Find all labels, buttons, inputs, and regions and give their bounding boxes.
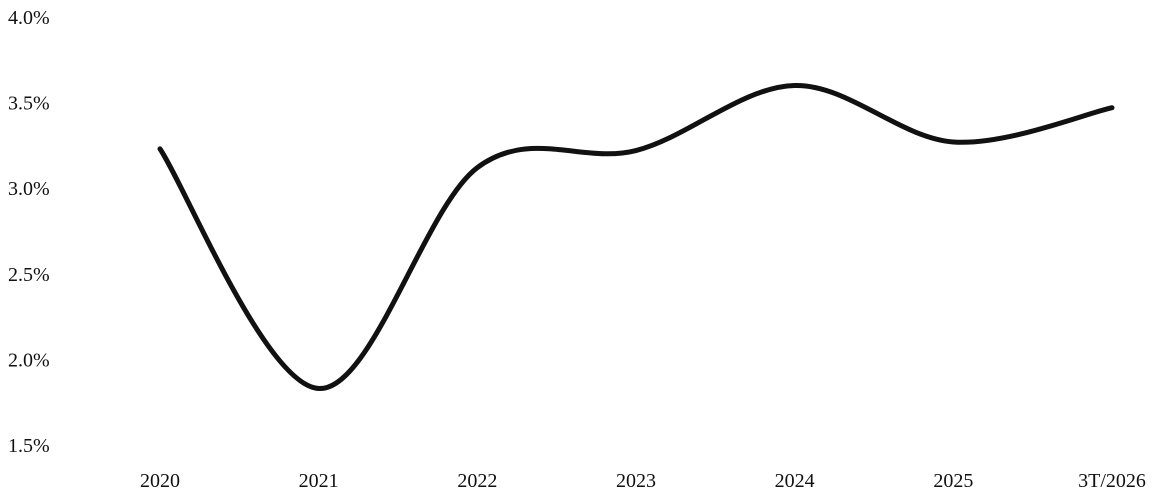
x-tick-label: 2021: [299, 470, 339, 492]
series-line: [157, 82, 1115, 392]
y-tick-label: 1.5%: [8, 435, 50, 457]
y-tick-label: 2.0%: [8, 349, 50, 371]
series-layer: [157, 82, 1115, 392]
x-axis-ticks: 2020 2021 2022 2023 2024 2025 3T/2026: [140, 470, 1146, 492]
data-point: [951, 140, 955, 144]
y-axis-ticks: 1.5% 2.0% 2.5% 3.0% 3.5% 4.0%: [8, 7, 50, 457]
data-point: [793, 83, 797, 87]
x-tick-label: 3T/2026: [1078, 470, 1146, 492]
data-point: [317, 387, 321, 391]
data-point: [634, 149, 638, 153]
y-tick-label: 3.0%: [8, 178, 50, 200]
y-tick-label: 4.0%: [8, 7, 50, 29]
y-tick-label: 3.5%: [8, 93, 50, 115]
data-point: [1110, 106, 1114, 110]
data-point: [158, 147, 162, 151]
x-tick-label: 2020: [140, 470, 180, 492]
x-tick-label: 2025: [933, 470, 973, 492]
x-tick-label: 2024: [775, 470, 815, 492]
x-tick-label: 2022: [457, 470, 497, 492]
x-tick-label: 2023: [616, 470, 656, 492]
y-tick-label: 2.5%: [8, 264, 50, 286]
data-point: [475, 166, 479, 170]
